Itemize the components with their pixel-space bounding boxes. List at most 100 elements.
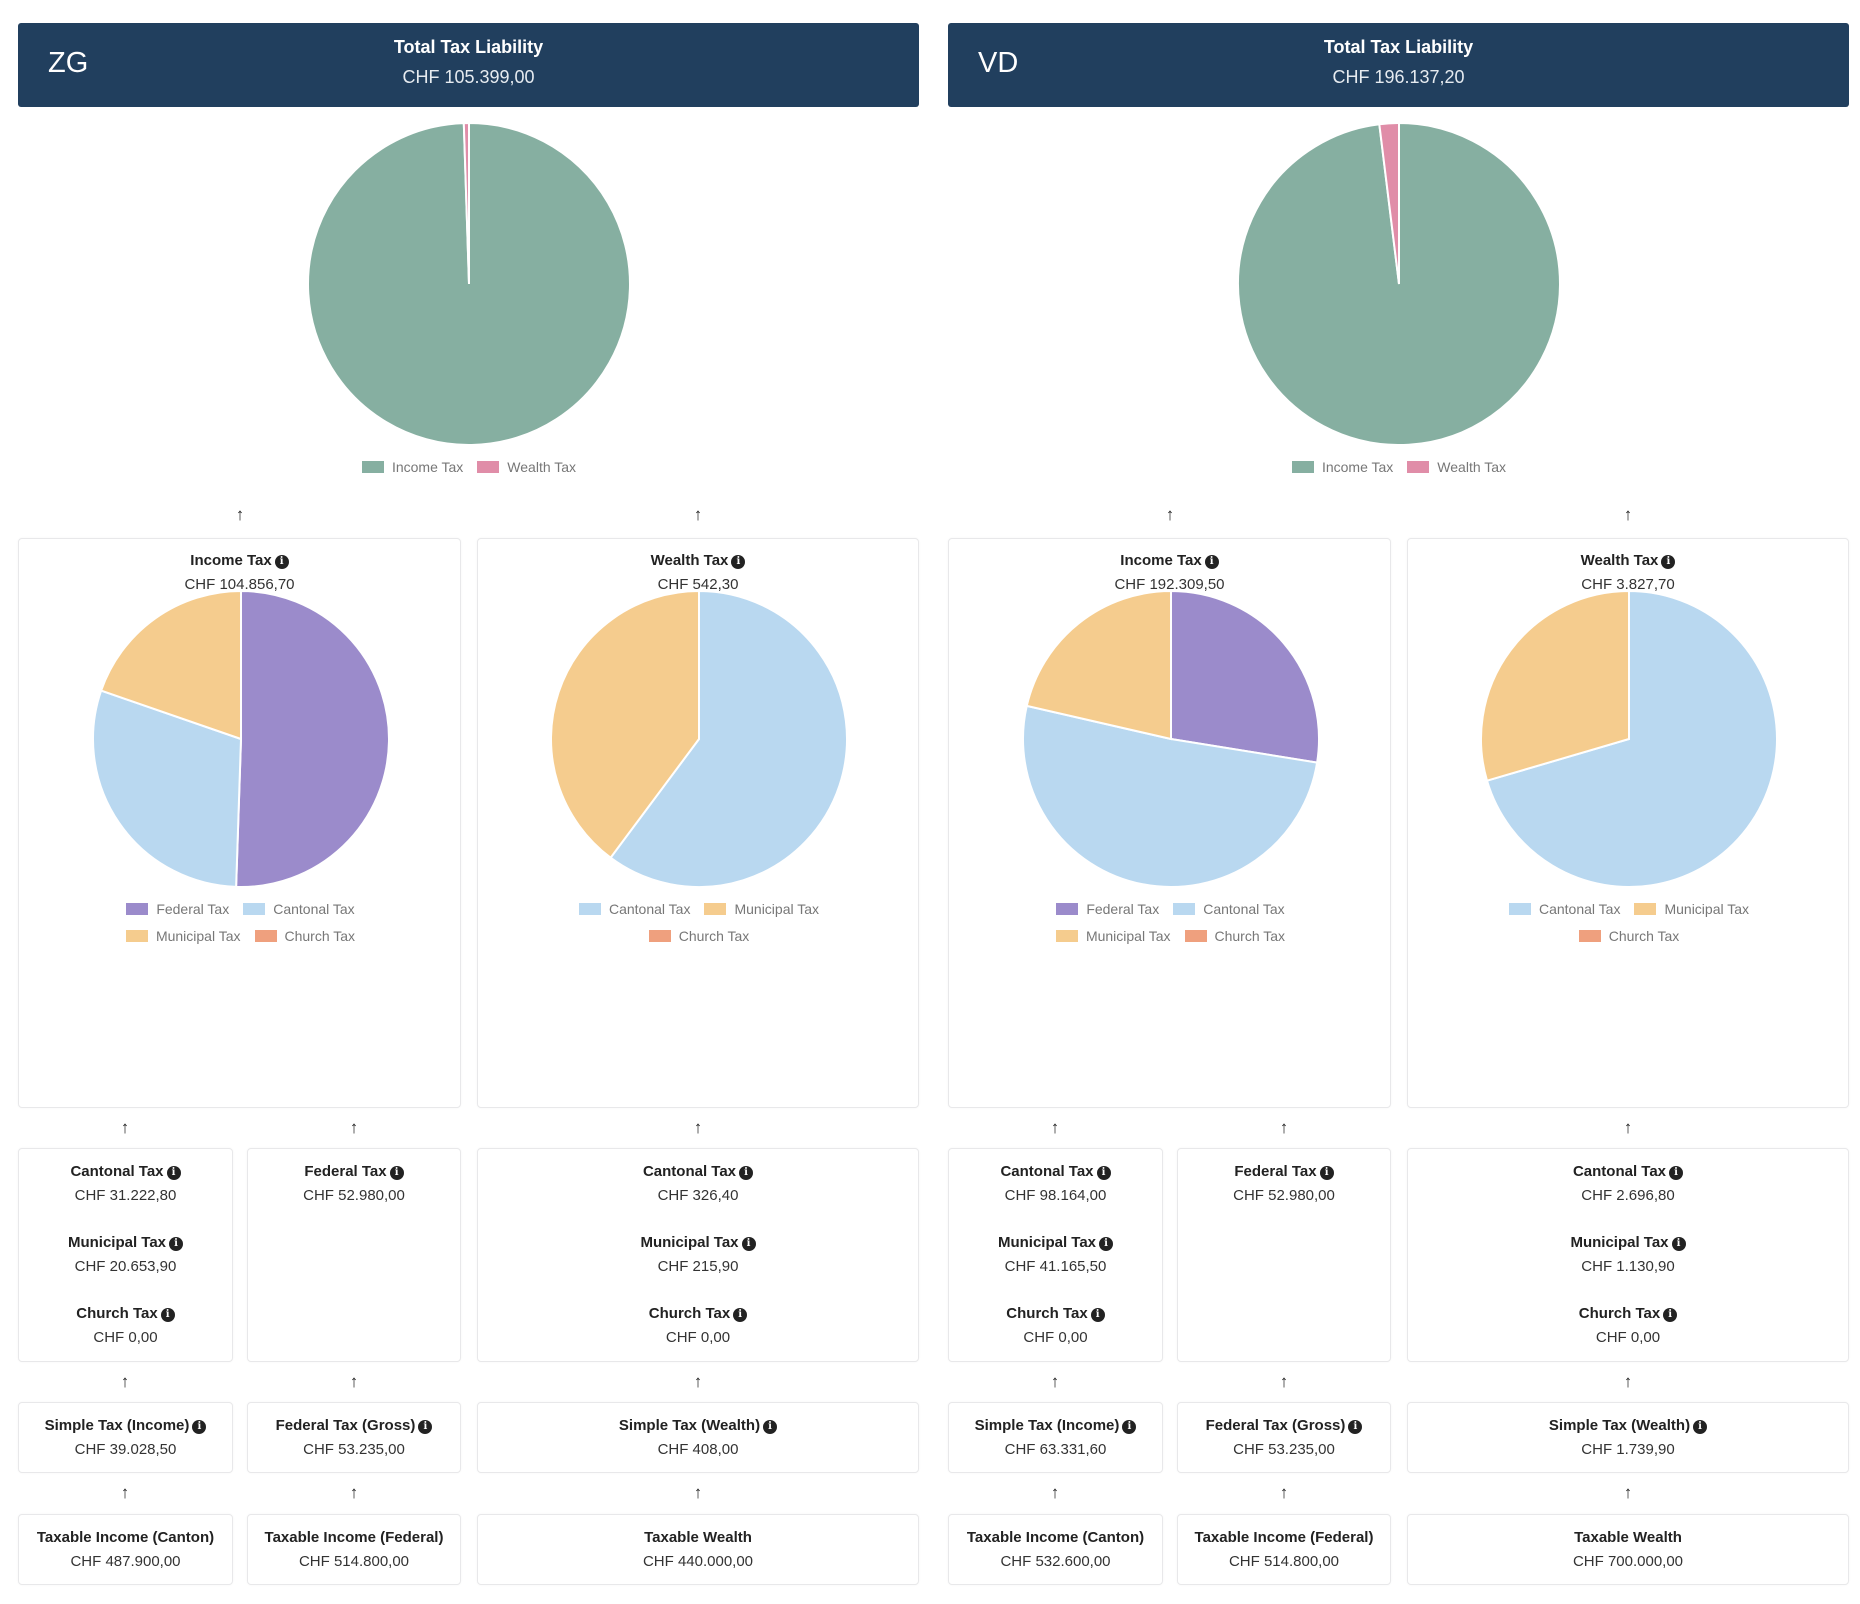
- info-icon[interactable]: i: [1671, 1237, 1686, 1251]
- legend-item[interactable]: Income Tax: [1291, 459, 1393, 475]
- legend-item[interactable]: Municipal Tax: [704, 901, 819, 917]
- legend-label: Cantonal Tax: [273, 900, 355, 917]
- legend-swatch: [1173, 902, 1196, 915]
- legend-item[interactable]: Municipal Tax: [125, 927, 241, 944]
- legend-label: Federal Tax: [1086, 900, 1160, 917]
- taxable-income-canton-card: Taxable Income (Canton) CHF 532.600,00: [948, 1514, 1163, 1585]
- info-icon[interactable]: i: [1693, 1420, 1708, 1434]
- card-value: CHF 3.827,70: [1581, 576, 1675, 593]
- legend-item[interactable]: Municipal Tax: [1634, 901, 1749, 917]
- legend-item[interactable]: Cantonal Tax: [1173, 901, 1285, 917]
- legend-item[interactable]: Church Tax: [1578, 928, 1679, 944]
- legend-label: Income Tax: [391, 458, 464, 475]
- info-icon[interactable]: i: [1099, 1237, 1114, 1251]
- legend-item[interactable]: Cantonal Tax: [1508, 901, 1620, 917]
- info-icon[interactable]: i: [1669, 1166, 1684, 1180]
- legend-swatch: [1578, 929, 1601, 942]
- card-title-text: Federal Tax (Gross): [275, 1417, 416, 1434]
- legend-swatch: [477, 460, 500, 473]
- pie-slice-wealth-tax[interactable]: [1378, 121, 1400, 285]
- chart-legend: Federal Tax Cantonal Tax Municipal Tax Chur…: [21, 895, 461, 949]
- info-icon[interactable]: i: [1096, 1166, 1111, 1180]
- canton-code: VD: [978, 47, 1019, 79]
- card-title-text: Taxable Income (Federal): [264, 1529, 444, 1546]
- pie-slice-municipal-tax[interactable]: [1480, 589, 1630, 782]
- card-title: Cantonal Tax i: [19, 1163, 232, 1180]
- pie-slice-municipal-tax[interactable]: [99, 589, 242, 741]
- info-icon[interactable]: i: [160, 1308, 175, 1322]
- info-icon[interactable]: i: [169, 1237, 184, 1251]
- info-icon[interactable]: i: [733, 1308, 748, 1322]
- card-title: Church Tax i: [949, 1305, 1162, 1322]
- chart-legend: Federal Tax Cantonal Tax Municipal Tax Chur…: [951, 895, 1391, 949]
- arrow-up-icon: ↑: [1279, 1483, 1289, 1502]
- info-icon[interactable]: i: [1319, 1166, 1334, 1180]
- arrow-up-icon: ↑: [349, 1483, 359, 1502]
- info-icon[interactable]: i: [166, 1166, 181, 1180]
- overview-pie-chart: [1237, 121, 1561, 446]
- legend-item[interactable]: Church Tax: [254, 928, 355, 944]
- card-value: CHF 215,90: [657, 1258, 739, 1275]
- legend-swatch: [126, 902, 149, 915]
- card-title-text: Taxable Wealth: [1574, 1529, 1682, 1546]
- card-value: CHF 0,00: [665, 1329, 731, 1346]
- pie-slice-cantonal-tax[interactable]: [609, 589, 848, 888]
- info-icon[interactable]: i: [192, 1420, 207, 1434]
- info-icon[interactable]: i: [741, 1237, 756, 1251]
- pie-slice-municipal-tax[interactable]: [550, 589, 700, 860]
- card-title: Federal Tax i: [248, 1163, 460, 1180]
- pie-slice-federal-tax[interactable]: [1169, 589, 1320, 764]
- legend-item[interactable]: Federal Tax: [126, 901, 229, 917]
- info-icon[interactable]: i: [1661, 555, 1676, 569]
- info-icon[interactable]: i: [1204, 555, 1219, 569]
- legend-item[interactable]: Wealth Tax: [477, 459, 576, 475]
- federal-tax-gross-card: Federal Tax (Gross) i CHF 53.235,00: [247, 1402, 461, 1473]
- info-icon[interactable]: i: [1090, 1308, 1105, 1322]
- legend-item[interactable]: Income Tax: [361, 458, 464, 475]
- legend-label: Municipal Tax: [155, 927, 241, 944]
- legend-label: Wealth Tax: [507, 458, 577, 475]
- legend-item[interactable]: Cantonal Tax: [578, 901, 690, 917]
- legend-swatch: [1634, 902, 1657, 915]
- legend-item[interactable]: Church Tax: [648, 928, 749, 944]
- legend-swatch: [648, 929, 671, 942]
- legend-item[interactable]: Cantonal Tax: [243, 900, 355, 917]
- info-icon[interactable]: i: [731, 555, 746, 569]
- card-title: Municipal Tax i: [19, 1234, 232, 1251]
- info-icon[interactable]: i: [763, 1420, 778, 1434]
- card-value: CHF 104.856,70: [184, 576, 295, 593]
- info-icon[interactable]: i: [1122, 1420, 1137, 1434]
- info-icon[interactable]: i: [274, 555, 289, 569]
- pie-slice-cantonal-tax[interactable]: [91, 689, 242, 888]
- info-icon[interactable]: i: [418, 1420, 433, 1434]
- arrow-up-icon: ↑: [1050, 1483, 1060, 1502]
- legend-item[interactable]: Municipal Tax: [1055, 928, 1171, 944]
- card-value: CHF 1.739,90: [1581, 1441, 1675, 1458]
- taxable-wealth-card: Taxable Wealth CHF 700.000,00: [1407, 1514, 1849, 1585]
- total-label: Total Tax Liability: [1323, 37, 1474, 57]
- legend-row: Income Tax Wealth Tax: [1179, 453, 1619, 480]
- legend-item[interactable]: Church Tax: [1184, 928, 1285, 944]
- pie-slice-cantonal-tax[interactable]: [1021, 704, 1318, 888]
- legend-item[interactable]: Federal Tax: [1056, 901, 1159, 917]
- card-title: Simple Tax (Wealth) i: [478, 1417, 918, 1434]
- info-icon[interactable]: i: [739, 1166, 754, 1180]
- pie-slice-wealth-tax[interactable]: [462, 121, 470, 285]
- card-value: CHF 542,30: [657, 576, 739, 593]
- card-title: Cantonal Tax i: [1408, 1163, 1848, 1180]
- pie-slice-cantonal-tax[interactable]: [1485, 589, 1778, 888]
- info-icon[interactable]: i: [1663, 1308, 1678, 1322]
- legend-item[interactable]: Wealth Tax: [1407, 459, 1506, 475]
- card-title: Church Tax i: [478, 1305, 918, 1322]
- card-title: Income Tax i: [19, 552, 460, 569]
- info-icon[interactable]: i: [389, 1166, 404, 1180]
- card-title: Wealth Tax i: [1408, 552, 1848, 569]
- legend-swatch: [1055, 929, 1078, 942]
- chart-legend: Cantonal Tax Municipal Tax Church Tax: [1409, 895, 1849, 949]
- pie-slice-federal-tax[interactable]: [234, 589, 390, 888]
- info-icon[interactable]: i: [1348, 1420, 1363, 1434]
- card-title: Cantonal Tax i: [478, 1163, 918, 1180]
- wealth-breakdown-pie-chart: [1480, 589, 1778, 888]
- card-value: CHF 20.653,90: [74, 1258, 177, 1275]
- pie-slice-municipal-tax[interactable]: [1025, 589, 1172, 741]
